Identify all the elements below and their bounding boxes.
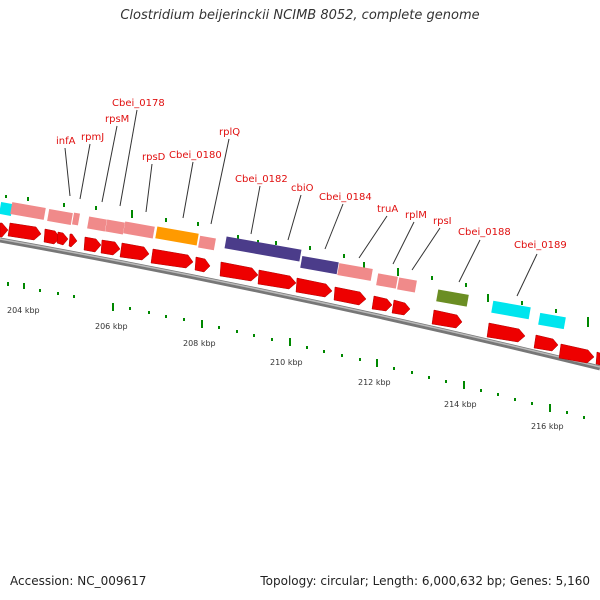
gene-label-infA[interactable]: infA: [56, 136, 76, 147]
gene-track: [0, 202, 566, 330]
scale-label-210: 210 kbp: [270, 358, 303, 367]
gene-box-rpsM[interactable]: [87, 216, 107, 232]
gene-label-Cbei_0184[interactable]: Cbei_0184: [319, 192, 372, 203]
cds-arrow[interactable]: [100, 239, 121, 256]
gene-box-rplM[interactable]: [397, 277, 417, 293]
gene-label-truA[interactable]: truA: [377, 204, 398, 215]
gene-label-Cbei_0188[interactable]: Cbei_0188: [458, 227, 511, 238]
gene-box-Cbei_0188[interactable]: [436, 289, 469, 307]
cds-arrow[interactable]: [150, 248, 194, 269]
gene-box-Cbei_0178[interactable]: [105, 219, 125, 235]
cds-arrow[interactable]: [83, 236, 102, 253]
gene-label-Cbei_0189[interactable]: Cbei_0189: [514, 240, 567, 251]
gene-label-rpsM[interactable]: rpsM: [105, 114, 129, 125]
gene-box-truA[interactable]: [376, 273, 398, 289]
gene-box-rpsD[interactable]: [123, 221, 155, 239]
gene-box-cbiO[interactable]: [300, 255, 339, 275]
cds-arrow[interactable]: [391, 299, 411, 316]
cds-arrow[interactable]: [595, 351, 600, 366]
gene-label-rpsI[interactable]: rpsI: [433, 216, 452, 227]
cds-arrow[interactable]: [219, 261, 259, 282]
gene-box-rplQ[interactable]: [198, 235, 216, 251]
cds-arrow[interactable]: [558, 343, 595, 364]
cds-arrow[interactable]: [333, 286, 367, 306]
cds-arrow[interactable]: [0, 222, 9, 238]
cds-arrow[interactable]: [257, 269, 297, 290]
scale-label-212: 212 kbp: [358, 378, 391, 387]
gene-label-rpmJ[interactable]: rpmJ: [81, 132, 104, 143]
gene-box-infA[interactable]: [47, 209, 73, 225]
leader-lines: [64, 109, 538, 297]
cds-arrow[interactable]: [295, 277, 333, 298]
cds-arrow[interactable]: [533, 334, 559, 352]
gene-box-Cbei_0189[interactable]: [491, 300, 531, 320]
genome-backbone: [0, 237, 600, 371]
scale-label-206: 206 kbp: [95, 322, 128, 331]
gene-box-rpmJ[interactable]: [72, 212, 80, 226]
cds-arrow[interactable]: [371, 295, 393, 312]
scale-label-204: 204 kbp: [7, 306, 40, 315]
gene-box-Cbei_0184[interactable]: [337, 263, 373, 281]
scale-label-214: 214 kbp: [444, 400, 477, 409]
gene-box-Cbei_0180[interactable]: [155, 226, 199, 246]
scale-labels: 204 kbp 206 kbp 208 kbp 210 kbp 212 kbp …: [7, 306, 564, 431]
cds-arrow[interactable]: [431, 309, 463, 329]
gene-box[interactable]: [538, 312, 566, 330]
cds-arrow[interactable]: [486, 322, 526, 343]
cds-arrow[interactable]: [119, 242, 150, 261]
cds-arrow[interactable]: [56, 231, 69, 246]
gene-labels: infA rpmJ rpsM Cbei_0178 rpsD Cbei_0180 …: [56, 98, 567, 251]
gene-label-rplM[interactable]: rplM: [405, 210, 427, 221]
gene-label-Cbei_0180[interactable]: Cbei_0180: [169, 150, 222, 161]
cds-arrow[interactable]: [68, 233, 78, 248]
scale-ticks: [7, 282, 585, 419]
genome-summary: Topology: circular; Length: 6,000,632 bp…: [260, 574, 590, 588]
cds-arrow-track: [0, 222, 600, 366]
gene-label-cbiO[interactable]: cbiO: [291, 183, 314, 194]
gene-box[interactable]: [10, 202, 46, 220]
gene-label-Cbei_0182[interactable]: Cbei_0182: [235, 174, 288, 185]
gene-label-rpsD[interactable]: rpsD: [142, 152, 166, 163]
cds-arrow[interactable]: [7, 222, 42, 241]
cds-arrow[interactable]: [194, 256, 211, 273]
scale-label-208: 208 kbp: [183, 339, 216, 348]
gene-box-edge[interactable]: [0, 202, 13, 216]
scale-label-216: 216 kbp: [531, 422, 564, 431]
gene-box-Cbei_0182[interactable]: [224, 236, 302, 262]
gene-label-Cbei_0178[interactable]: Cbei_0178: [112, 98, 165, 109]
map-title: Clostridium beijerinckii NCIMB 8052, com…: [120, 8, 480, 23]
accession-label: Accession: NC_009617: [10, 574, 147, 588]
genome-backbone-highlight: [0, 238, 600, 368]
gene-label-rplQ[interactable]: rplQ: [219, 127, 240, 138]
